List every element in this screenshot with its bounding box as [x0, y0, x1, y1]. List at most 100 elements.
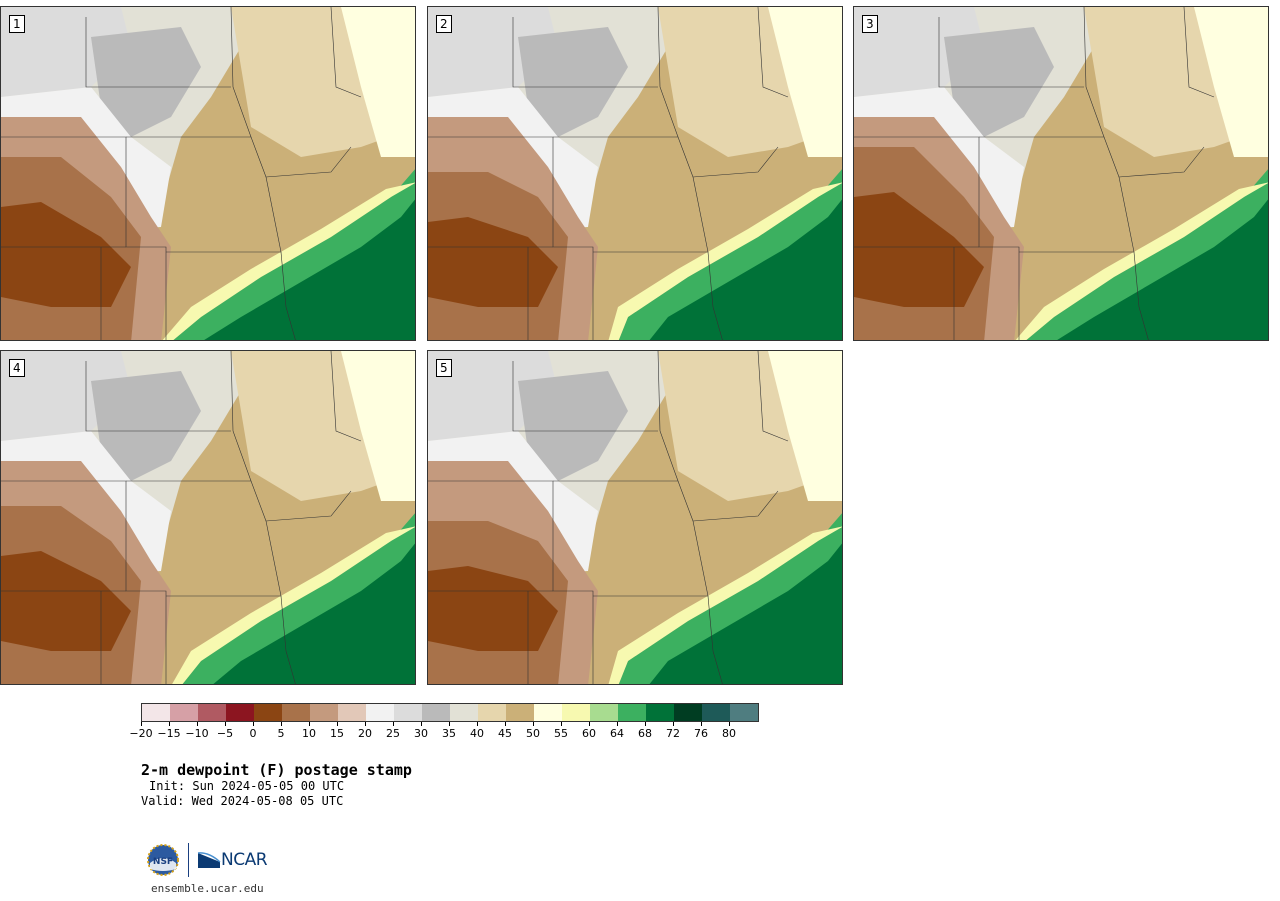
colorbar-tick-label: 72 [666, 727, 680, 740]
state-border [265, 490, 352, 522]
product-title: 2-m dewpoint (F) postage stamp [141, 761, 412, 779]
colorbar-tick-label: 5 [277, 727, 285, 740]
gulf-humid [204, 199, 415, 340]
colorbar-segment [226, 704, 254, 721]
valid-time: Valid: Wed 2024-05-08 05 UTC [141, 794, 344, 808]
state-border [126, 7, 252, 138]
colorbar-segment [310, 704, 338, 721]
colorbar-segment [198, 704, 226, 721]
lake-moist [1194, 7, 1268, 157]
map-panel-1: 1 [0, 6, 416, 341]
dewpoint-map [428, 351, 842, 684]
colorbar-segment [562, 704, 590, 721]
colorbar-tick-mark [533, 722, 534, 726]
state-border [593, 480, 709, 597]
colorbar-segment [142, 704, 170, 721]
state-border [757, 7, 789, 98]
colorbar-segment [170, 704, 198, 721]
colorbar-tick-label: 60 [582, 727, 596, 740]
lake-moist [341, 351, 415, 501]
ncar-logo-text: NCAR [221, 850, 268, 870]
state-border [512, 17, 658, 88]
lake-moist [341, 7, 415, 157]
map-panel-4: 4 [0, 350, 416, 685]
lake-moist [768, 7, 842, 157]
colorbar-tick-label: 25 [386, 727, 400, 740]
nsf-logo-text: NSF [153, 857, 173, 867]
panel-number: 3 [862, 15, 878, 33]
panel-number: 2 [436, 15, 452, 33]
colorbar-segment [254, 704, 282, 721]
state-border [280, 251, 296, 340]
colorbar-tick-label: 64 [610, 727, 624, 740]
colorbar-tick-mark [421, 722, 422, 726]
colorbar-tick-mark [645, 722, 646, 726]
state-border [553, 7, 679, 138]
colorbar-segment [450, 704, 478, 721]
panel-number: 4 [9, 359, 25, 377]
colorbar-segment [394, 704, 422, 721]
colorbar-segment [478, 704, 506, 721]
colorbar-tick-label: 20 [358, 727, 372, 740]
colorbar-tick-mark [393, 722, 394, 726]
colorbar-tick-label: −5 [216, 727, 234, 740]
very-dry [428, 566, 558, 651]
colorbar-tick-mark [281, 722, 282, 726]
colorbar-tick-label: 68 [638, 727, 652, 740]
plateau-gray [91, 27, 201, 137]
colorbar-tick-mark [337, 722, 338, 726]
state-border [512, 361, 658, 432]
colorbar-segment [618, 704, 646, 721]
colorbar-tick-label: 55 [554, 727, 568, 740]
state-border [707, 251, 723, 340]
colorbar-tick-mark [673, 722, 674, 726]
panel-number: 1 [9, 15, 25, 33]
state-border [85, 17, 231, 88]
very-dry [854, 192, 984, 307]
gulf-humid [213, 543, 415, 684]
colorbar-tick-mark [253, 722, 254, 726]
very-dry [1, 551, 131, 651]
state-border [1118, 146, 1205, 178]
colorbar-tick-mark [589, 722, 590, 726]
state-border [593, 136, 709, 253]
colorbar-segment [730, 704, 758, 721]
colorbar-tick-mark [141, 722, 142, 726]
lake-moist [768, 351, 842, 501]
state-border [166, 480, 282, 597]
init-time: Init: Sun 2024-05-05 00 UTC [149, 779, 345, 793]
colorbar-tick-label: 10 [302, 727, 316, 740]
plateau-gray [518, 371, 628, 481]
colorbar-tick-label: 30 [414, 727, 428, 740]
colorbar-tick-mark [477, 722, 478, 726]
state-border [265, 146, 352, 178]
logo-divider [188, 843, 189, 877]
very-dry [428, 217, 558, 307]
colorbar-tick-label: 15 [330, 727, 344, 740]
state-border [692, 490, 779, 522]
colorbar-segment [422, 704, 450, 721]
colorbar-segment [674, 704, 702, 721]
state-border [1183, 7, 1215, 98]
colorbar-tick-mark [701, 722, 702, 726]
state-border [330, 7, 362, 98]
colorbar-tick-label: 40 [470, 727, 484, 740]
colorbar-tick-label: −20 [129, 727, 153, 740]
colorbar-tick-label: 0 [249, 727, 257, 740]
state-border [938, 17, 1084, 88]
colorbar-tick-mark [169, 722, 170, 726]
colorbar-tick-mark [365, 722, 366, 726]
state-border [553, 351, 679, 482]
state-border [166, 136, 282, 253]
colorbar-tick-label: −15 [157, 727, 181, 740]
state-border [85, 361, 231, 432]
colorbar-tick-label: 76 [694, 727, 708, 740]
state-border [692, 146, 779, 178]
state-border [126, 351, 252, 482]
colorbar-tick-label: 80 [722, 727, 736, 740]
colorbar-tick-label: 50 [526, 727, 540, 740]
colorbar-tick-label: −10 [185, 727, 209, 740]
colorbar-segment [534, 704, 562, 721]
colorbar-tick-label: 45 [498, 727, 512, 740]
dewpoint-map [428, 7, 842, 340]
